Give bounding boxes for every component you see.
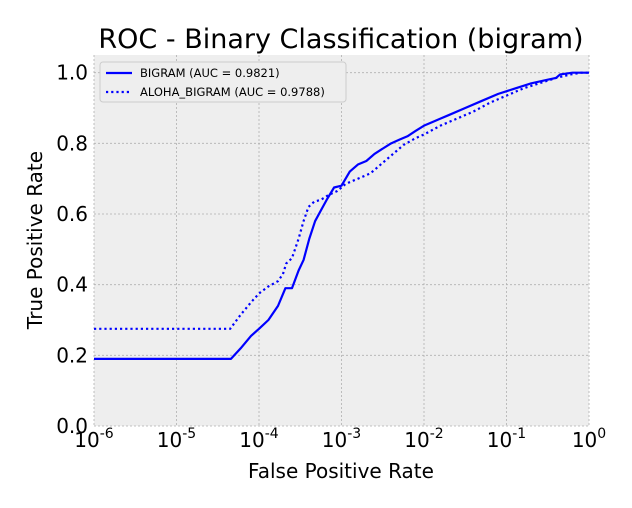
x-tick-label: 10-5 — [157, 426, 196, 452]
series-line-aloha-bigram — [94, 71, 589, 330]
x-tick-label: 10-3 — [322, 426, 361, 452]
y-tick-label: 0.6 — [56, 202, 88, 226]
y-axis-ticks: 0.0 0.2 0.4 0.6 0.8 1.0 — [56, 61, 88, 438]
legend-label-bigram: BIGRAM (AUC = 0.9821) — [140, 66, 280, 80]
y-axis-label: True Positive Rate — [23, 151, 47, 330]
series-layer — [94, 71, 589, 360]
x-tick-label: 10-1 — [487, 426, 526, 452]
x-tick-label: 10-6 — [74, 426, 114, 452]
y-tick-label: 0.8 — [56, 131, 88, 155]
grid — [93, 55, 590, 427]
y-tick-label: 0.0 — [56, 414, 88, 438]
y-tick-label: 1.0 — [56, 61, 88, 85]
x-tick-label: 10-4 — [239, 426, 279, 452]
x-tick-label: 100 — [572, 426, 606, 452]
y-tick-label: 0.2 — [56, 343, 88, 367]
x-tick-label: 10-2 — [404, 426, 443, 452]
x-axis-ticks: 10-6 10-5 10-4 10-3 10-2 10-1 100 — [74, 426, 606, 452]
legend: BIGRAM (AUC = 0.9821) ALOHA_BIGRAM (AUC … — [99, 61, 347, 103]
chart-title: ROC - Binary Classification (bigram) — [98, 24, 583, 55]
legend-label-aloha-bigram: ALOHA_BIGRAM (AUC = 0.9788) — [140, 85, 325, 99]
x-axis-label: False Positive Rate — [248, 459, 434, 483]
series-line-bigram — [94, 71, 589, 360]
legend-box — [99, 61, 347, 103]
y-tick-label: 0.4 — [56, 273, 88, 297]
